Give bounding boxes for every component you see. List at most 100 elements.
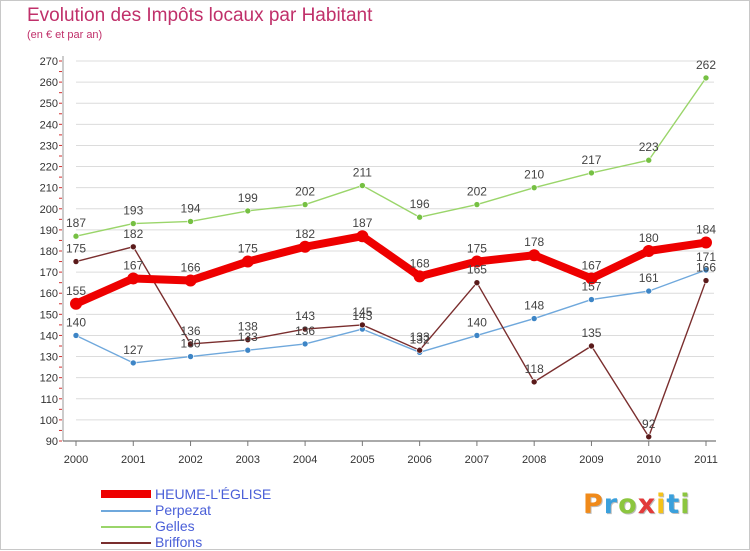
data-label: 143 xyxy=(352,309,372,323)
y-tick-label: 110 xyxy=(40,394,58,406)
data-label: 187 xyxy=(352,216,372,230)
y-tick-label: 150 xyxy=(40,309,58,321)
data-label: 118 xyxy=(525,362,544,376)
data-label: 184 xyxy=(696,223,716,237)
x-tick-label: 2011 xyxy=(694,454,718,466)
chart-subtitle: (en € et par an) xyxy=(27,29,103,41)
data-label: 161 xyxy=(639,271,659,285)
data-label: 193 xyxy=(123,204,143,218)
data-label: 175 xyxy=(467,242,487,256)
data-label: 165 xyxy=(467,263,487,277)
y-tick-label: 250 xyxy=(40,98,58,110)
legend-swatch xyxy=(101,510,151,512)
data-point xyxy=(129,220,137,227)
data-point xyxy=(184,274,197,287)
data-point xyxy=(244,336,252,343)
data-point xyxy=(588,296,595,303)
data-label: 138 xyxy=(238,320,258,334)
data-point xyxy=(473,332,481,339)
data-point xyxy=(530,378,538,386)
data-label: 167 xyxy=(581,258,601,272)
data-label: 223 xyxy=(639,140,659,154)
data-point xyxy=(700,236,712,249)
x-tick-label: 2007 xyxy=(465,454,489,466)
data-point xyxy=(356,230,369,243)
data-label: 211 xyxy=(353,166,372,180)
data-point xyxy=(72,332,80,339)
data-point xyxy=(127,272,140,285)
data-label: 127 xyxy=(123,343,143,357)
data-label: 166 xyxy=(181,261,201,275)
data-point xyxy=(359,321,366,329)
series-line-Perpezat xyxy=(75,269,707,364)
data-label: 143 xyxy=(295,309,315,323)
y-tick-label: 200 xyxy=(40,204,58,216)
data-label: 136 xyxy=(295,324,315,338)
y-tick-label: 90 xyxy=(46,436,58,448)
legend-swatch xyxy=(101,526,151,528)
data-point xyxy=(129,243,137,251)
data-point xyxy=(645,156,653,164)
data-label: 133 xyxy=(238,330,258,344)
data-point xyxy=(528,249,541,262)
logo-letter: o xyxy=(618,489,638,520)
data-point xyxy=(702,74,710,82)
y-tick-label: 270 xyxy=(40,56,58,68)
proxiti-logo: Proxiti xyxy=(583,489,691,520)
x-tick-label: 2005 xyxy=(350,454,374,466)
data-point xyxy=(473,201,481,208)
data-point xyxy=(470,255,483,268)
x-tick-label: 2001 xyxy=(121,454,145,466)
data-label: 196 xyxy=(410,197,430,211)
x-tick-label: 2003 xyxy=(236,454,260,466)
chart-title: Evolution des Impôts locaux par Habitant xyxy=(27,5,373,26)
y-tick-label: 140 xyxy=(40,330,58,342)
data-point xyxy=(70,297,82,310)
logo-letter: i xyxy=(680,489,691,520)
data-point xyxy=(645,287,653,295)
legend-label: Perpezat xyxy=(155,502,212,518)
data-label: 140 xyxy=(467,315,487,329)
data-label: 155 xyxy=(66,284,86,298)
data-point xyxy=(702,277,710,284)
data-point xyxy=(187,218,194,225)
data-label: 180 xyxy=(639,231,659,245)
data-point xyxy=(301,340,309,348)
logo-letter: x xyxy=(637,489,657,520)
data-label: 157 xyxy=(581,280,601,294)
data-point xyxy=(72,232,80,240)
data-label: 194 xyxy=(181,201,201,215)
logo-letter: P xyxy=(583,489,604,520)
data-point xyxy=(702,266,710,274)
data-label: 178 xyxy=(524,235,544,249)
series-line-HEUME-L'ÉGLISE xyxy=(72,232,710,308)
y-tick-label: 170 xyxy=(40,267,58,279)
data-label: 202 xyxy=(295,185,315,199)
y-tick-label: 120 xyxy=(40,373,58,385)
data-label: 182 xyxy=(123,227,143,241)
data-point xyxy=(530,315,538,322)
logo-letter: i xyxy=(656,489,667,520)
data-label: 130 xyxy=(181,337,201,351)
data-label: 175 xyxy=(66,242,86,256)
data-point xyxy=(129,359,137,367)
legend-label: HEUME-L'ÉGLISE xyxy=(155,486,272,502)
data-label: 92 xyxy=(642,417,656,431)
data-point xyxy=(301,201,309,208)
data-label: 171 xyxy=(696,250,716,264)
data-point xyxy=(299,240,312,253)
data-label: 166 xyxy=(696,261,716,275)
data-point xyxy=(187,353,194,360)
data-point xyxy=(416,346,423,354)
series-line-Briffons xyxy=(75,246,707,438)
data-point xyxy=(416,213,423,221)
data-point xyxy=(473,279,481,286)
x-tick-label: 2008 xyxy=(522,454,546,466)
legend-label: Gelles xyxy=(155,518,195,534)
data-label: 182 xyxy=(295,227,315,241)
data-label: 175 xyxy=(238,242,258,256)
y-tick-label: 240 xyxy=(40,119,58,131)
data-point xyxy=(413,270,426,283)
data-point xyxy=(244,346,252,354)
